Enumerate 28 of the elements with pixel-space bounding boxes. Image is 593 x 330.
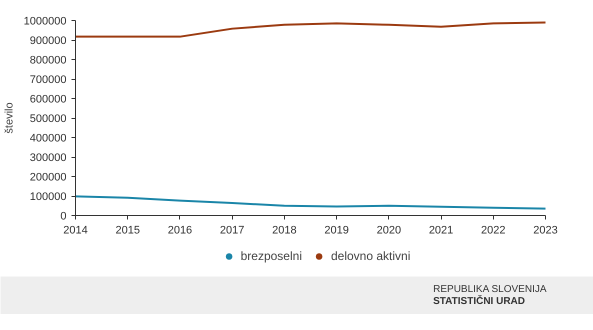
y-tick-label: 600000 [30,94,67,106]
y-tick-label: 0 [60,210,67,222]
x-tick-label: 2017 [220,224,244,236]
x-tick-label: 2014 [63,224,88,236]
text: STATISTIČNI URAD [433,295,525,307]
y-tick-label: 200000 [30,172,67,184]
line-series [76,195,546,210]
y-tick-label: 100000 [30,191,67,203]
legend-label: delovno aktivni [330,249,410,263]
x-tick-label: 2023 [533,224,558,236]
y-tick-label: 1000000 [24,16,67,28]
x-tick-label: 2018 [272,224,297,236]
y-tick-label: 700000 [30,74,67,86]
y-tick-label: 300000 [30,152,67,164]
line-series [76,21,546,38]
y-tick-label: 500000 [30,113,67,125]
x-tick-label: 2020 [376,224,402,236]
text: REPUBLIKA SLOVENIJA [433,284,547,295]
x-tick-label: 2022 [481,224,506,236]
y-tick-label: 400000 [30,132,67,144]
legend-label: brezposelni [240,249,302,263]
x-tick-label: 2016 [168,224,192,236]
y-tick-label: 900000 [30,35,67,47]
x-tick-label: 2019 [324,224,349,236]
x-tick-label: 2021 [428,224,454,236]
x-tick-label: 2015 [115,224,140,236]
y-axis-title: število [4,102,16,134]
y-tick-label: 800000 [30,54,67,66]
